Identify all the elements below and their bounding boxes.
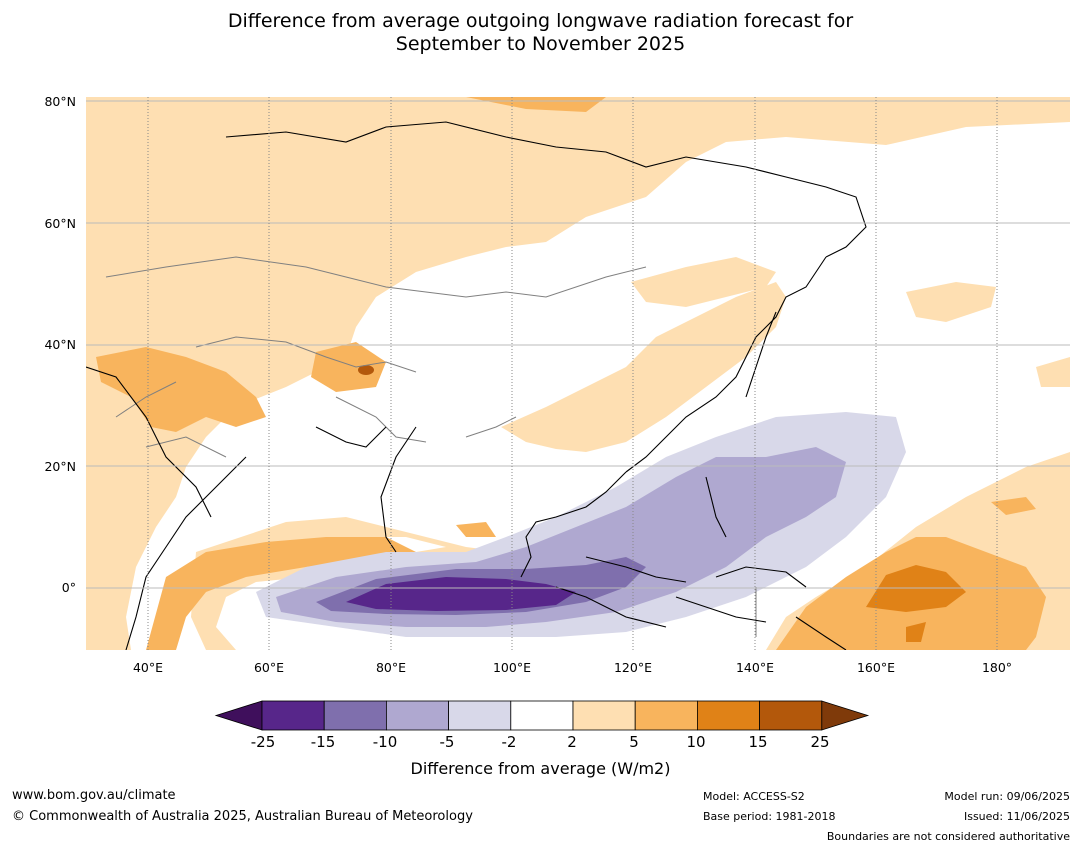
- colorbar-extend-low: [214, 700, 263, 731]
- map-title-line1: Difference from average outgoing longwav…: [227, 10, 854, 32]
- colorbar-tick: -5: [439, 733, 455, 751]
- lon-label-160e: 160°E: [856, 660, 895, 675]
- colorbar-segment: [634, 700, 698, 731]
- colorbar-tick: 5: [629, 733, 639, 751]
- colorbar-segment: [572, 700, 636, 731]
- lon-label-100e: 100°E: [492, 660, 531, 675]
- colorbar-segment: [261, 700, 325, 731]
- colorbar-segment: [510, 700, 574, 731]
- colorbar-tick: -25: [250, 733, 276, 751]
- footer-model-run: Model run: 09/06/2025: [944, 790, 1070, 803]
- footer-url: www.bom.gov.au/climate: [12, 788, 176, 803]
- colorbar-tick: 15: [748, 733, 768, 751]
- colorbar-tick: -15: [310, 733, 336, 751]
- colorbar-tick: -10: [372, 733, 398, 751]
- negative-anomaly-peak: [346, 577, 576, 611]
- gridlines: [86, 97, 1070, 650]
- lon-label-140e: 140°E: [735, 660, 774, 675]
- map-svg: [85, 97, 1070, 651]
- colorbar-title: Difference from average (W/m2): [410, 759, 671, 778]
- colorbar-tick: 10: [686, 733, 706, 751]
- footer-base-period: Base period: 1981-2018: [703, 810, 836, 823]
- map-area: [85, 97, 1070, 651]
- map-title-line2: September to November 2025: [395, 33, 686, 55]
- footer-issued: Issued: 11/06/2025: [963, 810, 1070, 823]
- positive-anomaly-peak: [358, 365, 374, 375]
- lat-label-equator: 0°: [61, 580, 76, 595]
- colorbar-segment: [697, 700, 761, 731]
- lat-label-60n: 60°N: [44, 216, 76, 231]
- colorbar-segments: [214, 700, 870, 731]
- lon-label-180: 180°: [981, 660, 1013, 675]
- map-title: Difference from average outgoing longwav…: [0, 10, 1081, 56]
- colorbar-tick: 2: [567, 733, 577, 751]
- footer-copyright: © Commonwealth of Australia 2025, Austra…: [12, 809, 473, 824]
- colorbar-extend-high: [821, 700, 870, 731]
- lon-label-80e: 80°E: [375, 660, 407, 675]
- colorbar-segment: [323, 700, 387, 731]
- colorbar-segment: [759, 700, 823, 731]
- lon-label-120e: 120°E: [613, 660, 652, 675]
- colorbar-segment: [385, 700, 449, 731]
- footer-model: Model: ACCESS-S2: [703, 790, 805, 803]
- colorbar-segment: [448, 700, 512, 731]
- lon-label-60e: 60°E: [253, 660, 285, 675]
- lat-label-80n: 80°N: [44, 94, 76, 109]
- lat-label-40n: 40°N: [44, 337, 76, 352]
- footer-boundaries: Boundaries are not considered authoritat…: [826, 830, 1070, 843]
- lon-label-40e: 40°E: [132, 660, 164, 675]
- lat-label-20n: 20°N: [44, 459, 76, 474]
- coastlines: [85, 121, 867, 651]
- colorbar-tick: -2: [501, 733, 517, 751]
- colorbar-tick: 25: [810, 733, 830, 751]
